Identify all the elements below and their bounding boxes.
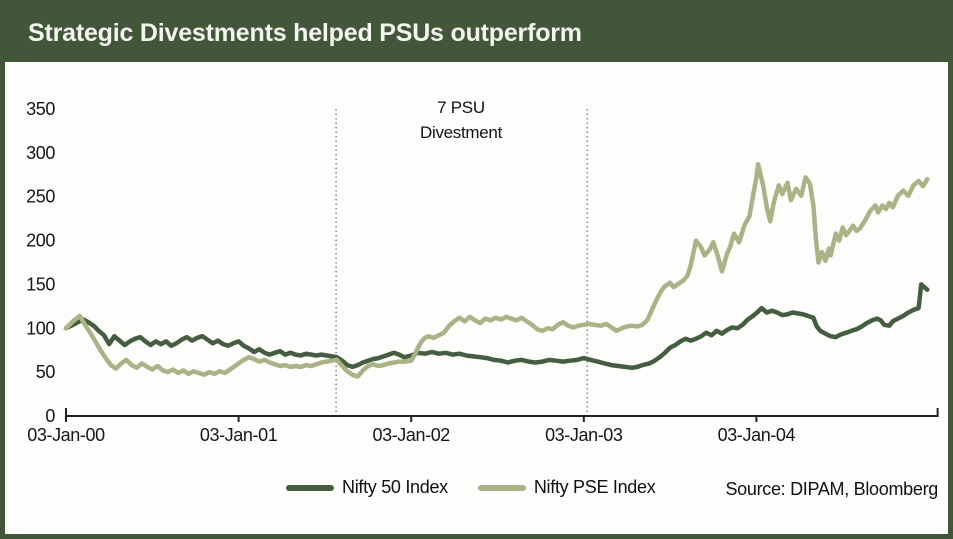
nifty50-swatch-icon bbox=[286, 484, 334, 491]
legend-label: Nifty 50 Index bbox=[342, 477, 448, 497]
legend-label: Nifty PSE Index bbox=[533, 477, 656, 497]
y-tick-label: 150 bbox=[26, 274, 55, 294]
series-nifty-pse-index bbox=[63, 162, 930, 379]
y-tick-label: 200 bbox=[26, 231, 55, 251]
chart-legend: Nifty 50 Index Nifty PSE Index bbox=[286, 477, 656, 498]
chart-region: 03-Jan-00 03-Jan-01 03-Jan-02 03-Jan-03 03-J… bbox=[5, 62, 948, 534]
x-axis bbox=[65, 408, 939, 422]
annotation-line-1: 7 PSU bbox=[437, 98, 485, 117]
x-tick-label: 03-Jan-03 bbox=[545, 425, 623, 445]
source-note: Source: DIPAM, Bloomberg bbox=[725, 479, 938, 499]
y-tick-label: 250 bbox=[26, 187, 55, 207]
y-tick-label: 350 bbox=[26, 99, 55, 119]
x-tick-label: 03-Jan-01 bbox=[200, 425, 278, 445]
divestment-annotation: 7 PSU Divestment bbox=[366, 95, 556, 145]
y-tick-label: 100 bbox=[26, 318, 55, 338]
line-chart: 03-Jan-00 03-Jan-01 03-Jan-02 03-Jan-03 03-J… bbox=[26, 99, 939, 445]
x-tick-label: 03-Jan-04 bbox=[718, 425, 796, 445]
legend-item-nifty50: Nifty 50 Index bbox=[286, 477, 448, 498]
y-tick-label: 300 bbox=[26, 143, 55, 163]
y-tick-label: 50 bbox=[36, 362, 56, 382]
header-bar: Strategic Divestments helped PSUs outper… bbox=[5, 5, 948, 62]
niftypse-swatch-icon bbox=[477, 484, 526, 491]
legend-item-niftypse: Nifty PSE Index bbox=[477, 477, 656, 498]
page-title: Strategic Divestments helped PSUs outper… bbox=[28, 19, 582, 47]
x-tick-label: 03-Jan-00 bbox=[27, 425, 105, 445]
x-tick-label: 03-Jan-02 bbox=[372, 425, 450, 445]
annotation-line-2: Divestment bbox=[419, 123, 503, 142]
series-nifty-50-index bbox=[63, 282, 930, 371]
y-tick-label: 0 bbox=[45, 406, 55, 426]
